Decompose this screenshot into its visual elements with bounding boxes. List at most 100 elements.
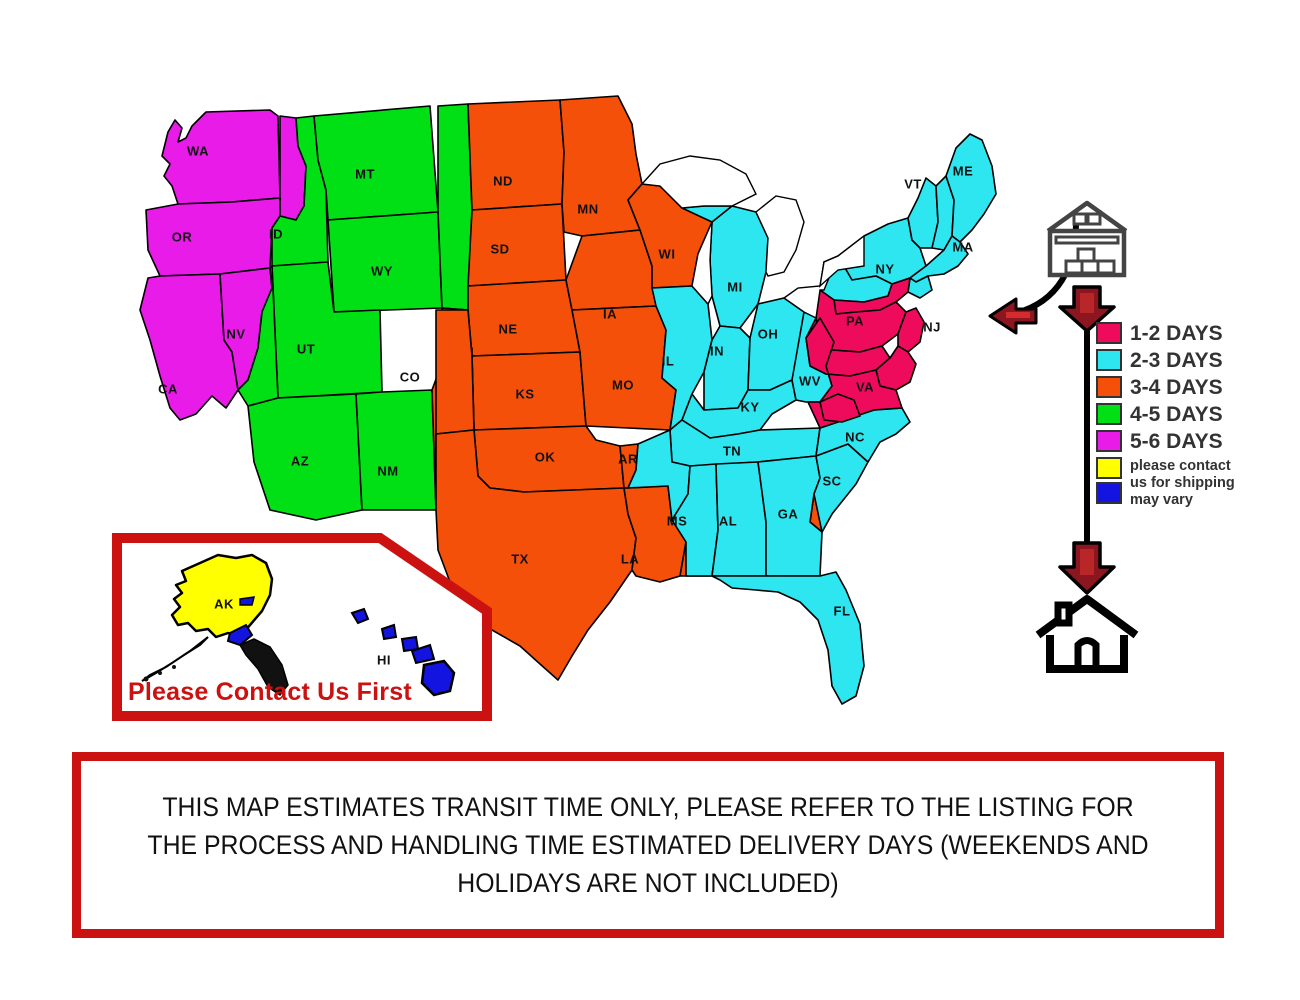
map-label-IN: IN xyxy=(710,343,724,358)
map-label-NV: NV xyxy=(226,326,245,341)
map-label-CA: CA xyxy=(158,381,178,396)
state-WV-pink-edge xyxy=(819,393,861,423)
map-label-FL: FL xyxy=(834,603,851,618)
state-WA xyxy=(161,109,281,205)
map-label-AZ: AZ xyxy=(291,453,309,468)
map-label-TN: TN xyxy=(723,443,741,458)
legend-note-line1: please contact xyxy=(1130,458,1231,474)
arrow-down-icon xyxy=(1058,285,1116,333)
state-HI: HI xyxy=(350,607,456,697)
map-label-OH: OH xyxy=(758,326,779,341)
legend-note-text: please contact us for shipping may vary xyxy=(1130,457,1235,508)
legend-2-3-days: 2-3 DAYS xyxy=(1096,349,1296,371)
state-CT-RI xyxy=(907,275,933,299)
map-label-ME: ME xyxy=(953,163,974,178)
legend-note-line2: us for shipping xyxy=(1130,474,1235,491)
state-NV-east xyxy=(237,265,279,407)
state-WY xyxy=(327,211,443,313)
map-label-MT: MT xyxy=(355,166,375,181)
state-MO xyxy=(571,305,677,431)
lake-michigan-body xyxy=(691,221,713,306)
legend-4-5-days-swatch xyxy=(1096,403,1122,425)
map-label-GA: GA xyxy=(778,506,799,521)
legend-note-line3: may vary xyxy=(1130,491,1193,508)
lake-superior xyxy=(640,155,757,209)
map-label-WY: WY xyxy=(371,263,393,278)
map-label-NY: NY xyxy=(875,261,894,276)
map-label-OR: OR xyxy=(172,229,193,244)
shipping-flow-diagram xyxy=(1030,195,1160,675)
legend-1-2-days: 1-2 DAYS xyxy=(1096,322,1296,344)
state-FL xyxy=(711,571,865,705)
map-label-SC: SC xyxy=(822,473,841,488)
legend-4-5-days: 4-5 DAYS xyxy=(1096,403,1296,425)
map-label-IA: IA xyxy=(603,306,617,321)
state-IA xyxy=(565,229,657,311)
state-SD xyxy=(467,203,567,287)
inset-label-HI: HI xyxy=(377,652,391,667)
legend-1-2-days-swatch xyxy=(1096,322,1122,344)
legend-1-2-days-label: 1-2 DAYS xyxy=(1130,321,1223,345)
legend-5-6-days-label: 5-6 DAYS xyxy=(1130,429,1223,453)
state-NE xyxy=(467,279,581,357)
us-transit-map: WA OR CA NV ID MT WY UT AZ NM CO ND SD NE KS OK TX MN IA MO… xyxy=(120,90,1000,710)
map-label-LA: LA xyxy=(621,551,639,566)
inset-label-AK: AK xyxy=(214,596,234,611)
map-label-WI: WI xyxy=(659,246,676,261)
arrow-left-icon xyxy=(988,297,1038,335)
arrow-down-icon-2 xyxy=(1058,541,1116,595)
legend-rows: 1-2 DAYS 2-3 DAYS 3-4 DAYS 4-5 DAYS 5-6 DAYS xyxy=(1096,322,1296,452)
map-label-VA: VA xyxy=(856,379,874,394)
legend-note-swatches xyxy=(1096,457,1122,507)
map-label-MI: MI xyxy=(727,279,742,294)
map-label-KS: KS xyxy=(515,386,534,401)
legend-swatch-blue xyxy=(1096,482,1122,504)
warehouse-icon xyxy=(1046,200,1128,278)
state-ME xyxy=(945,133,997,243)
inset-caption: Please Contact Us First xyxy=(128,678,412,706)
map-label-WA: WA xyxy=(187,143,209,158)
state-OR xyxy=(145,197,281,277)
map-label-ID: ID xyxy=(269,226,283,241)
state-MT xyxy=(313,105,439,221)
map-label-NE: NE xyxy=(498,321,517,336)
map-label-MN: MN xyxy=(577,201,598,216)
legend: 1-2 DAYS 2-3 DAYS 3-4 DAYS 4-5 DAYS 5-6 DAYS… xyxy=(1096,322,1296,508)
map-label-AL: AL xyxy=(719,513,737,528)
disclaimer-box: THIS MAP ESTIMATES TRANSIT TIME ONLY, PL… xyxy=(72,752,1224,938)
state-MN xyxy=(559,95,643,237)
legend-2-3-days-swatch xyxy=(1096,349,1122,371)
lake-huron xyxy=(755,195,805,277)
map-label-TX: TX xyxy=(511,551,529,566)
legend-2-3-days-label: 2-3 DAYS xyxy=(1130,348,1223,372)
state-ND xyxy=(467,99,565,211)
map-label-UT: UT xyxy=(297,341,315,356)
legend-3-4-days-swatch xyxy=(1096,376,1122,398)
us-map-svg: WA OR CA NV ID MT WY UT AZ NM CO ND SD NE KS OK TX MN IA MO… xyxy=(139,95,997,705)
map-label-NJ: NJ xyxy=(923,319,941,334)
map-label-IL: IL xyxy=(662,353,675,368)
state-AK: AK xyxy=(141,553,289,697)
legend-3-4-days: 3-4 DAYS xyxy=(1096,376,1296,398)
flow-connector-line xyxy=(1084,331,1090,556)
state-label-group: WA OR CA NV ID MT WY UT AZ NM CO ND SD NE KS OK TX MN IA MO… xyxy=(158,143,974,618)
state-CO-block xyxy=(435,309,475,435)
lake-ontario xyxy=(818,234,865,288)
map-label-CO: CO xyxy=(400,369,421,384)
house-icon xyxy=(1035,595,1139,673)
map-label-MO: MO xyxy=(612,377,634,392)
map-label-NM: NM xyxy=(377,463,398,478)
map-label-ND: ND xyxy=(493,173,513,188)
map-label-SD: SD xyxy=(490,241,509,256)
state-west-dakota-strip xyxy=(437,103,473,311)
state-NM xyxy=(355,389,437,511)
legend-4-5-days-label: 4-5 DAYS xyxy=(1130,402,1223,426)
legend-swatch-yellow xyxy=(1096,457,1122,479)
map-label-MA: MA xyxy=(952,239,973,254)
map-label-WV: WV xyxy=(799,373,821,388)
legend-5-6-days-swatch xyxy=(1096,430,1122,452)
map-label-AR: AR xyxy=(618,451,638,466)
map-label-VT: VT xyxy=(904,176,922,191)
alaska-hawaii-inset: AK HI xyxy=(112,533,492,721)
